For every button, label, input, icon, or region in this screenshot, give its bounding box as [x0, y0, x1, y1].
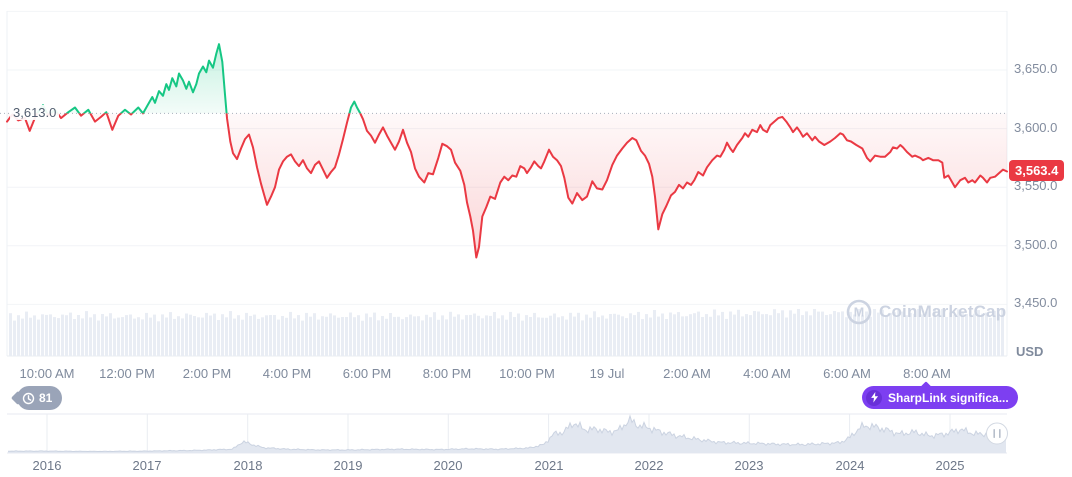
x-axis-tick-label: 12:00 PM: [99, 366, 155, 381]
price-line-up: [35, 43, 362, 114]
navigator-year-label: 2022: [634, 458, 664, 473]
x-axis-tick-label: 6:00 AM: [823, 366, 871, 381]
news-flag-label: SharpLink significa...: [888, 390, 1009, 405]
navigator-year-label: 2017: [132, 458, 162, 473]
events-count: 81: [39, 391, 53, 405]
events-count-badge[interactable]: 81: [17, 386, 63, 410]
navigator-area: [8, 415, 1006, 453]
volume-bars: [9, 309, 1004, 356]
y-axis-tick-label: 3,450.0: [1014, 295, 1058, 310]
y-axis-unit-label: USD: [1016, 344, 1044, 359]
navigator-year-label: 2019: [333, 458, 363, 473]
x-axis-tick-label: 19 Jul: [589, 366, 625, 381]
navigator-year-label: 2018: [233, 458, 263, 473]
price-area-down: [7, 113, 1007, 258]
y-axis-tick-label: 3,500.0: [1014, 237, 1058, 252]
navigator-year-label: 2020: [433, 458, 463, 473]
range-navigator[interactable]: [7, 413, 1008, 454]
svg-text:M: M: [854, 306, 865, 320]
coinmarketcap-logo-icon: M: [846, 299, 872, 325]
x-axis-tick-label: 2:00 PM: [182, 366, 232, 381]
x-axis-tick-label: 10:00 AM: [19, 366, 75, 381]
x-axis-tick-label: 8:00 AM: [903, 366, 951, 381]
coinmarketcap-watermark: M CoinMarketCap: [846, 299, 1006, 325]
x-axis-tick-label: 10:00 PM: [499, 366, 555, 381]
navigator-handle[interactable]: [986, 422, 1008, 445]
baseline-price-label: 3,613.0: [10, 105, 60, 120]
x-axis-tick-label: 8:00 PM: [422, 366, 472, 381]
navigator-year-label: 2021: [534, 458, 564, 473]
navigator-year-label: 2016: [32, 458, 62, 473]
x-axis-tick-label: 4:00 PM: [262, 366, 312, 381]
watermark-text: CoinMarketCap: [879, 302, 1007, 321]
y-axis-tick-label: 3,550.0: [1014, 178, 1058, 193]
price-line-down: [6, 113, 1008, 259]
news-flag-badge[interactable]: SharpLink significa...: [862, 386, 1018, 409]
last-price-badge: 3,563.4: [1009, 160, 1065, 181]
y-axis-tick-label: 3,600.0: [1014, 120, 1058, 135]
x-axis-tick-label: 4:00 AM: [743, 366, 791, 381]
x-axis-tick-label: 6:00 PM: [342, 366, 392, 381]
navigator-year-label: 2023: [734, 458, 764, 473]
y-axis-tick-label: 3,650.0: [1014, 61, 1058, 76]
history-clock-icon: [22, 392, 35, 404]
x-axis-tick-label: 2:00 AM: [663, 366, 711, 381]
price-area-up: [37, 44, 361, 114]
lightning-icon: [866, 389, 882, 406]
navigator-year-label: 2025: [935, 458, 965, 473]
navigator-year-label: 2024: [835, 458, 865, 473]
